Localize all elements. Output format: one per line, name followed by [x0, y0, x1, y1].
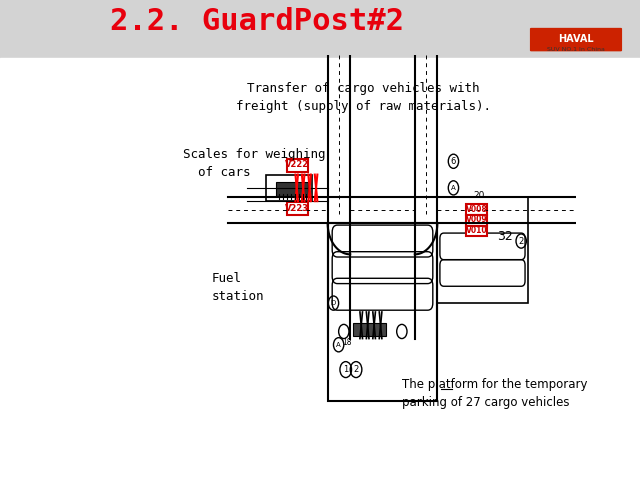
Text: V008: V008	[466, 204, 488, 214]
Bar	[266, 175, 312, 201]
Text: 20: 20	[474, 192, 485, 200]
Text: The platform for the temporary
parking of 27 cargo vehicles: The platform for the temporary parking o…	[402, 378, 588, 409]
FancyBboxPatch shape	[466, 204, 487, 215]
Text: 18: 18	[342, 338, 352, 348]
FancyBboxPatch shape	[466, 226, 487, 236]
FancyBboxPatch shape	[466, 215, 487, 226]
FancyBboxPatch shape	[287, 158, 308, 172]
Text: V010: V010	[466, 226, 488, 235]
Text: 6: 6	[451, 157, 456, 166]
Text: V222: V222	[285, 160, 309, 169]
Text: D: D	[331, 300, 336, 306]
Text: Fuel
station: Fuel station	[212, 272, 264, 303]
Text: V009: V009	[466, 216, 488, 224]
Text: A: A	[336, 342, 341, 348]
Bar	[328, 223, 437, 401]
Text: SUV NO.1 In China: SUV NO.1 In China	[547, 47, 605, 52]
Bar	[276, 181, 308, 196]
FancyBboxPatch shape	[287, 202, 308, 216]
Text: HAVAL: HAVAL	[558, 35, 594, 44]
Text: A: A	[451, 185, 456, 191]
Bar	[353, 323, 386, 336]
Text: Transfer of cargo vehicles with
freight (supply of raw materials).: Transfer of cargo vehicles with freight …	[236, 82, 491, 112]
Text: 2.2. GuardPost#2: 2.2. GuardPost#2	[109, 7, 404, 36]
Text: Scales for weighing
  of cars: Scales for weighing of cars	[182, 148, 325, 179]
Text: 32: 32	[497, 230, 513, 243]
Bar	[437, 197, 527, 303]
Text: V223: V223	[285, 204, 309, 213]
Text: 1: 1	[343, 365, 348, 374]
Text: 2: 2	[353, 365, 358, 374]
Text: 2: 2	[518, 237, 524, 246]
